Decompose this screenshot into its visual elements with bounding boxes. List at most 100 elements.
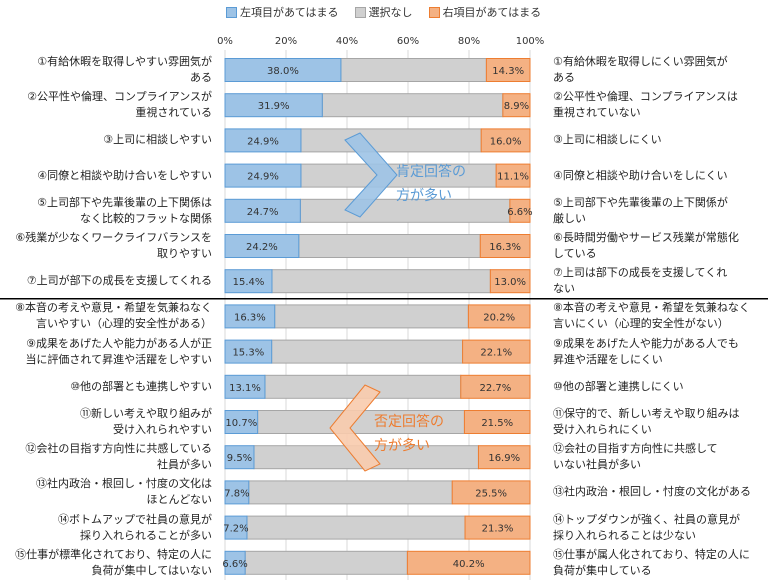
- bar-none: [271, 269, 491, 294]
- data-label-left: 13.1%: [229, 383, 261, 394]
- data-label-left: 6.6%: [222, 559, 247, 570]
- x-tick-label: 40%: [336, 36, 358, 47]
- data-label-right: 22.1%: [480, 348, 512, 359]
- bar-left: [224, 234, 300, 258]
- bar-right: [509, 198, 531, 223]
- data-label-left: 7.2%: [223, 524, 248, 535]
- data-label-left: 38.0%: [267, 66, 299, 77]
- bar-left: [224, 198, 301, 223]
- legend-item-none: 選択なし: [354, 4, 413, 20]
- right-category-label: ⑦上司は部下の成長を支援してくれ ない: [553, 266, 728, 296]
- left-category-label: ③上司に相談しやすい: [103, 133, 212, 147]
- x-tick-label: 100%: [516, 36, 545, 47]
- bar-right: [495, 163, 531, 188]
- data-label-right: 21.3%: [482, 524, 514, 535]
- right-category-label: ②公平性や倫理、コンプライアンスは 重視されていない: [553, 90, 738, 120]
- bar-right: [451, 480, 531, 505]
- bar-none: [340, 58, 487, 82]
- right-category-label: ⑮仕事が属人化されており、特定の人に 負荷が集中している: [553, 547, 750, 577]
- data-label-left: 24.9%: [247, 136, 279, 147]
- left-category-label: ⑬社内政治・根回し・忖度の文化は ほとんどない: [36, 477, 212, 507]
- x-tick-label: 20%: [275, 36, 297, 47]
- data-label-left: 31.9%: [258, 101, 290, 112]
- bar-left: [224, 339, 273, 364]
- bar-left: [224, 480, 250, 505]
- legend-swatch-gray: [354, 6, 366, 18]
- chevron-left-icon: [329, 384, 381, 472]
- bar-left: [224, 163, 302, 188]
- legend-label: 選択なし: [368, 6, 413, 19]
- left-category-label: ⑪新しい考えや取り組みが 受け入れられやすい: [80, 407, 212, 436]
- data-label-left: 24.9%: [247, 172, 279, 183]
- legend-swatch-orange: [428, 6, 440, 18]
- bar-none: [300, 128, 482, 153]
- bar-right: [502, 93, 531, 118]
- legend-item-right: 右項目があてはまる: [428, 4, 542, 20]
- right-category-label: ⑬社内政治・根回し・忖度の文化がある: [553, 485, 751, 499]
- right-category-label: ⑧本音の考えや意見・希望を気兼ねなく 言いにくい（心理的安全性がない）: [553, 301, 750, 331]
- data-label-left: 16.3%: [234, 312, 266, 323]
- right-category-label: ⑪保守的で、新しい考えや取り組みは 受け入れられにくい: [553, 407, 740, 436]
- data-label-right: 22.7%: [479, 383, 511, 394]
- bar-none: [246, 515, 466, 540]
- data-label-right: 6.6%: [507, 207, 532, 218]
- left-category-label: ②公平性や倫理、コンプライアンスが 重視されている: [27, 90, 212, 120]
- annotation-text: 肯定回答の 方が多い: [396, 164, 466, 204]
- bar-left: [224, 93, 323, 118]
- bar-left: [224, 128, 302, 153]
- bar-none: [244, 550, 408, 575]
- left-category-label: ⑤上司部下や先輩後輩の上下関係は なく比較的フラットな関係: [37, 195, 212, 225]
- data-label-right: 25.5%: [475, 488, 507, 499]
- data-label-right: 16.9%: [488, 453, 520, 464]
- data-label-right: 13.0%: [494, 277, 526, 288]
- legend-swatch-blue: [226, 6, 237, 18]
- data-label-right: 14.3%: [492, 66, 524, 77]
- data-label-left: 24.7%: [247, 207, 279, 218]
- x-tick-label: 60%: [397, 36, 419, 47]
- left-category-label: ⑨成果をあげた人や能力がある人が正 当に評価されて昇進や活躍をしやすい: [25, 336, 212, 366]
- bar-left: [224, 550, 246, 575]
- data-label-left: 10.7%: [225, 418, 257, 429]
- right-category-label: ⑥長時間労働やサービス残業が常態化 している: [553, 231, 739, 260]
- bar-none: [274, 304, 469, 329]
- right-category-label: ③上司に相談しにくい: [553, 133, 662, 147]
- x-tick-label: 80%: [458, 36, 480, 47]
- bar-left: [224, 374, 266, 399]
- data-label-left: 15.4%: [233, 277, 265, 288]
- right-category-label: ⑭トップダウンが強く、社員の意見が 採り入れられることは少ない: [553, 512, 740, 542]
- data-label-right: 11.1%: [497, 172, 529, 183]
- bar-left: [224, 445, 255, 470]
- bar-right: [477, 445, 531, 470]
- legend-label: 右項目があてはまる: [442, 6, 542, 19]
- left-category-label: ⑫会社の目指す方向性に共感している 社員が多い: [25, 442, 212, 472]
- annotation-text: 否定回答の 方が多い: [374, 414, 444, 454]
- data-label-right: 21.5%: [481, 418, 513, 429]
- right-category-label: ⑫会社の目指す方向性に共感して いない社員が多い: [553, 442, 718, 472]
- data-label-left: 7.8%: [224, 488, 249, 499]
- bar-left: [224, 58, 342, 82]
- chevron-right-icon: [344, 132, 398, 218]
- right-category-label: ①有給休暇を取得しにくい雰囲気が ある: [553, 55, 728, 84]
- right-category-label: ⑨成果をあげた人や能力がある人でも 昇進や活躍をしにくい: [553, 336, 739, 366]
- left-category-label: ①有給休暇を取得しやすい雰囲気が ある: [37, 55, 212, 84]
- legend: 左項目があてはまる 選択なし 右項目があてはまる: [226, 4, 541, 20]
- bar-right: [462, 339, 531, 364]
- bar-left: [224, 304, 276, 329]
- left-category-label: ⑮仕事が標準化されており、特定の人に 負荷が集中してはいない: [15, 547, 212, 577]
- data-label-right: 8.9%: [504, 101, 529, 112]
- bar-right: [489, 269, 531, 294]
- right-category-label: ④同僚と相談や助け合いをしにくい: [553, 168, 728, 182]
- bar-none: [321, 93, 504, 118]
- bar-none: [298, 234, 481, 258]
- legend-label: 左項目があてはまる: [240, 6, 339, 19]
- left-category-label: ④同僚と相談や助け合いをしやすい: [37, 168, 212, 182]
- data-label-left: 9.5%: [227, 453, 252, 464]
- bar-left: [224, 269, 273, 294]
- bar-right: [467, 304, 531, 329]
- x-tick-label: 0%: [217, 36, 233, 47]
- left-category-label: ⑦上司が部下の成長を支援してくれる: [26, 274, 212, 288]
- left-category-label: ⑥残業が少なくワークライフバランスを 取りやすい: [15, 231, 212, 260]
- data-label-right: 16.0%: [490, 136, 522, 147]
- left-category-label: ⑭ボトムアップで社員の意見が 採り入れられることが多い: [58, 512, 212, 542]
- bar-right: [464, 515, 531, 540]
